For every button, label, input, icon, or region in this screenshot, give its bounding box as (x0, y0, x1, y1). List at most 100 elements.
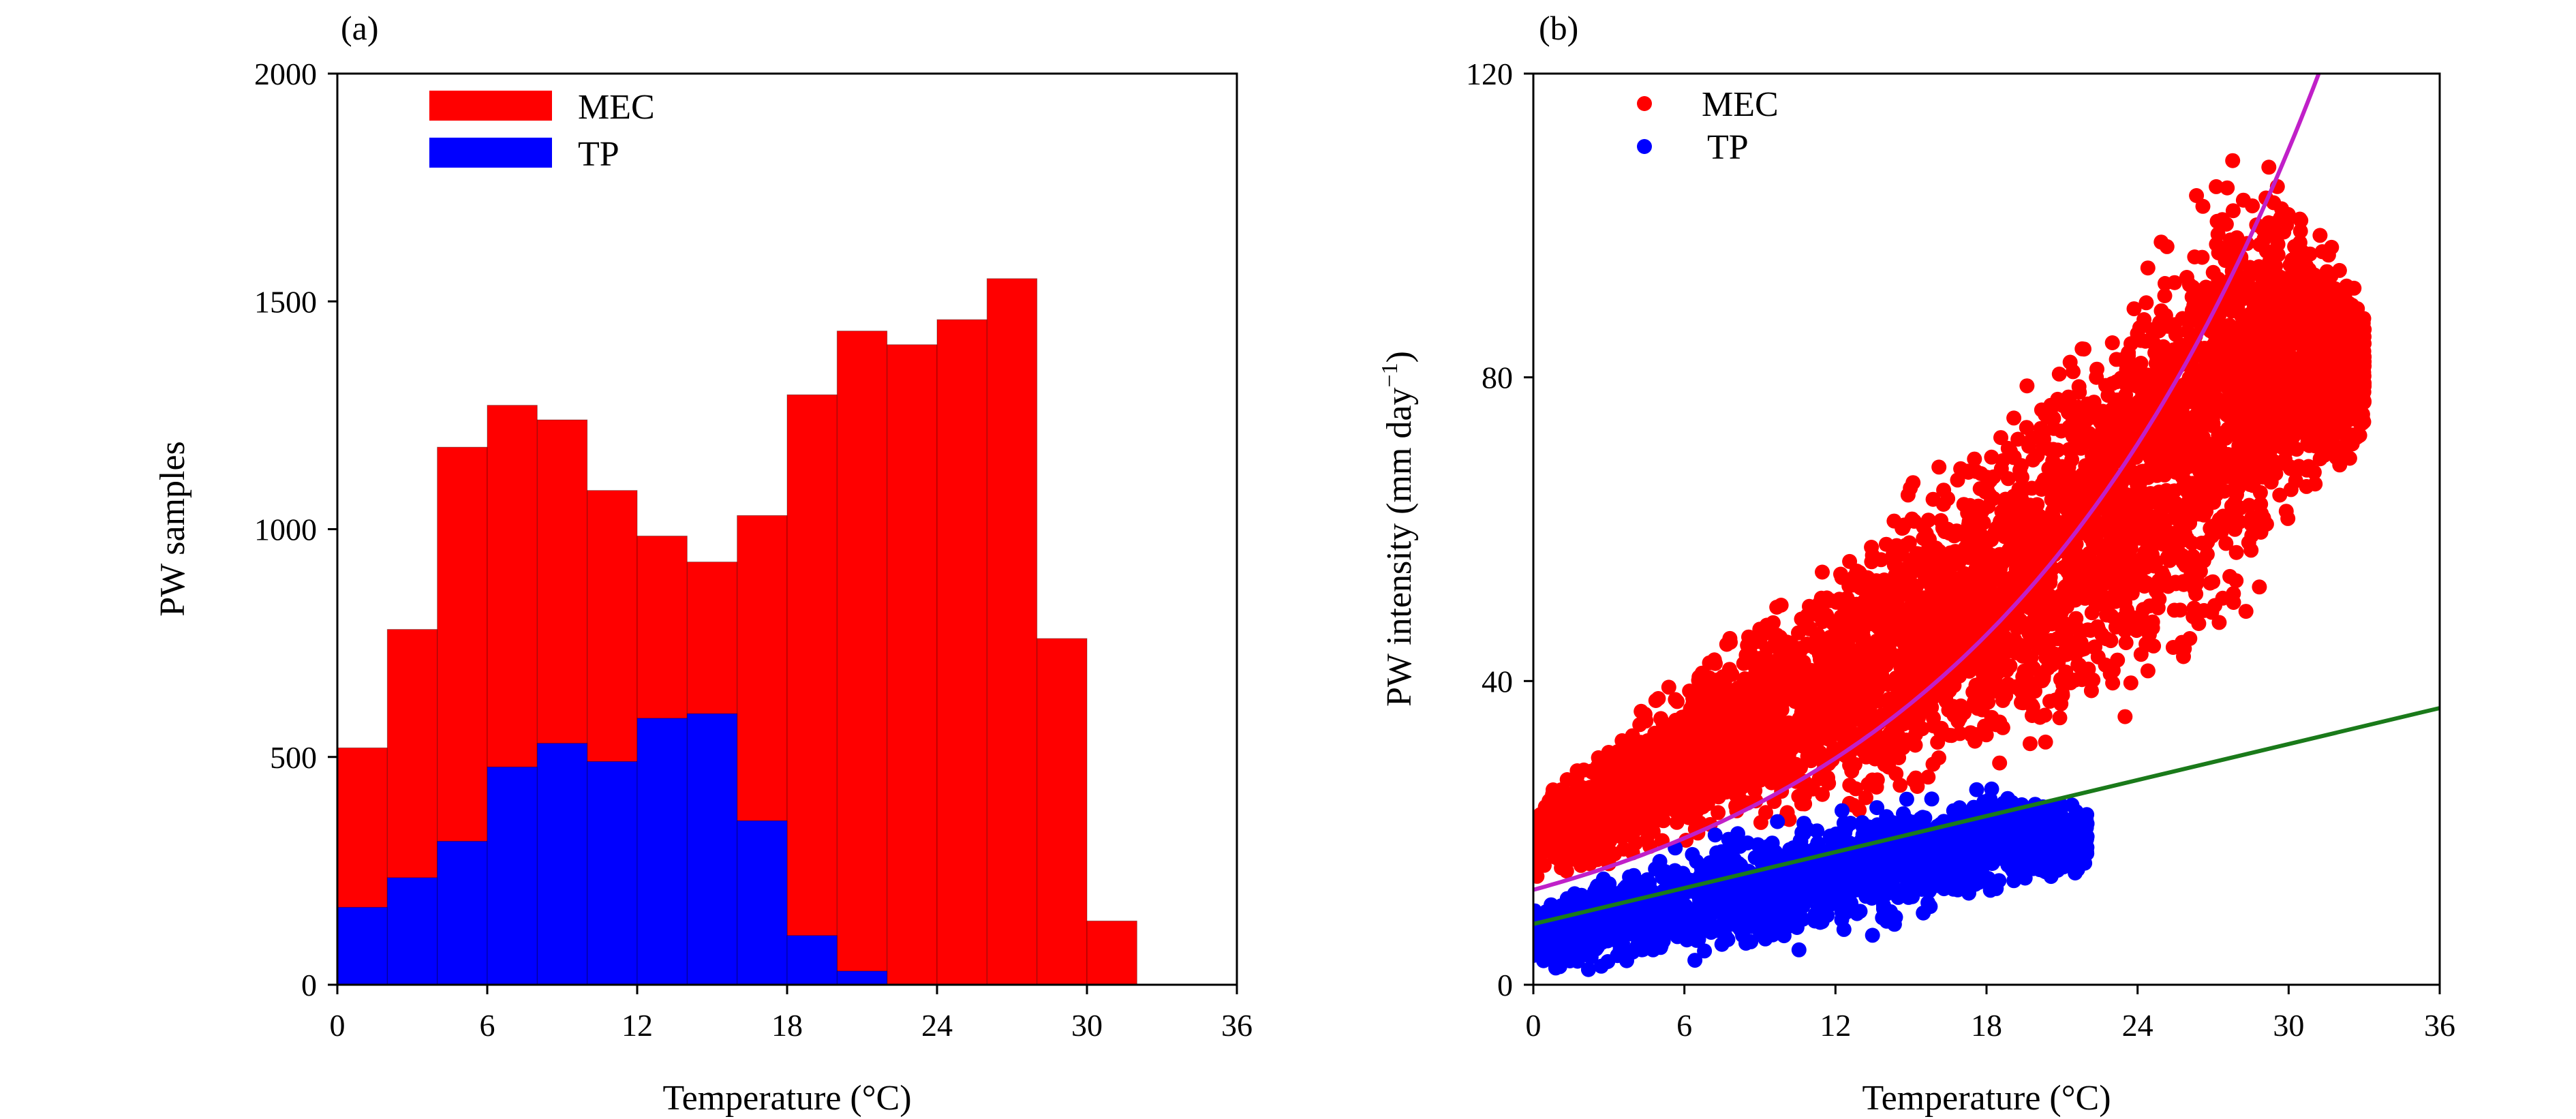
point-mec (1628, 835, 1644, 850)
point-mec (2253, 525, 2269, 540)
point-mec (1869, 772, 1885, 788)
point-mec (2138, 295, 2154, 311)
point-mec (2242, 260, 2258, 275)
point-mec (1901, 535, 1917, 551)
legend-label-mec: MEC (578, 88, 655, 127)
point-mec (2174, 634, 2190, 650)
panel-a-bars (337, 278, 1137, 985)
point-mec (2145, 547, 2160, 562)
point-mec (1942, 559, 1958, 574)
point-mec (1916, 519, 1931, 535)
point-mec (2025, 430, 2040, 446)
point-mec (2042, 694, 2057, 709)
point-mec (1931, 459, 1947, 475)
point-mec (2230, 356, 2245, 371)
point-mec (2053, 671, 2068, 687)
point-mec (1947, 595, 1963, 611)
point-mec (2136, 312, 2152, 327)
point-mec (2071, 379, 2087, 395)
point-mec (2140, 368, 2156, 384)
point-mec (2233, 456, 2249, 472)
point-mec (2083, 623, 2098, 638)
point-mec (2059, 635, 2074, 651)
point-mec (2280, 206, 2296, 222)
point-mec (2239, 418, 2254, 434)
point-mec (1815, 786, 1830, 802)
point-mec (2265, 431, 2281, 447)
point-mec (2019, 378, 2035, 394)
point-mec (2181, 370, 2197, 386)
point-mec (1877, 756, 1892, 772)
point-mec (2066, 580, 2082, 596)
point-mec (1971, 682, 1987, 698)
point-mec (2257, 369, 2273, 385)
bar-tp-4 (437, 840, 488, 985)
bar-tp-10 (587, 761, 638, 985)
point-mec (2299, 478, 2314, 494)
point-mec (1925, 756, 1941, 772)
point-mec (1943, 545, 1959, 561)
point-mec (2104, 335, 2120, 350)
point-mec (1791, 625, 1806, 641)
point-mec (2037, 598, 2053, 614)
point-mec (1857, 602, 1873, 617)
point-mec (2231, 438, 2247, 454)
point-mec (2209, 179, 2224, 194)
point-mec (2051, 366, 2067, 382)
point-mec (2215, 212, 2230, 228)
point-mec (2166, 540, 2181, 555)
point-mec (2156, 380, 2171, 395)
a-xtick-label: 30 (1071, 1008, 1103, 1043)
point-mec (2167, 275, 2182, 290)
point-mec (2168, 574, 2183, 590)
point-mec (1903, 556, 1918, 572)
point-mec (2084, 605, 2100, 621)
point-mec (2017, 640, 2032, 656)
point-mec (2241, 286, 2256, 301)
point-mec (2196, 383, 2211, 399)
point-mec (2292, 234, 2307, 250)
point-mec (1771, 717, 1787, 733)
point-mec (1892, 778, 1908, 793)
point-mec (1706, 680, 1721, 695)
point-mec (2309, 290, 2324, 305)
point-mec (1765, 615, 1781, 630)
point-mec (2284, 252, 2300, 268)
point-mec (1837, 607, 1852, 623)
point-mec (1821, 776, 1837, 791)
point-mec (2090, 649, 2106, 664)
point-mec (1920, 769, 1936, 785)
point-mec (1993, 430, 2008, 446)
point-mec (1997, 497, 2013, 512)
point-mec (1674, 773, 1690, 789)
panel-b-points (1533, 153, 2372, 977)
point-mec (2188, 586, 2204, 602)
point-mec (1708, 782, 1724, 798)
point-mec (2200, 534, 2215, 550)
a-ytick-label: 1000 (254, 512, 317, 547)
point-mec (2252, 285, 2267, 301)
point-mec (1885, 720, 1901, 736)
point-mec (2236, 387, 2252, 403)
point-mec (2118, 635, 2134, 651)
point-mec (1571, 812, 1586, 827)
point-mec (2116, 592, 2132, 607)
point-mec (1895, 699, 1910, 714)
point-mec (2301, 262, 2317, 277)
point-mec (2323, 292, 2338, 307)
point-mec (2052, 710, 2068, 726)
point-mec (1815, 564, 1830, 580)
point-mec (2117, 709, 2133, 724)
point-mec (1725, 776, 1741, 791)
a-xtick-label: 36 (1221, 1008, 1253, 1043)
point-mec (1900, 572, 1916, 588)
point-mec (1862, 702, 1877, 718)
point-mec (2123, 540, 2138, 556)
point-mec (1967, 619, 1982, 635)
point-mec (1930, 735, 1946, 750)
point-mec (2114, 372, 2130, 388)
point-mec (2272, 487, 2288, 503)
point-mec (1926, 630, 1942, 645)
